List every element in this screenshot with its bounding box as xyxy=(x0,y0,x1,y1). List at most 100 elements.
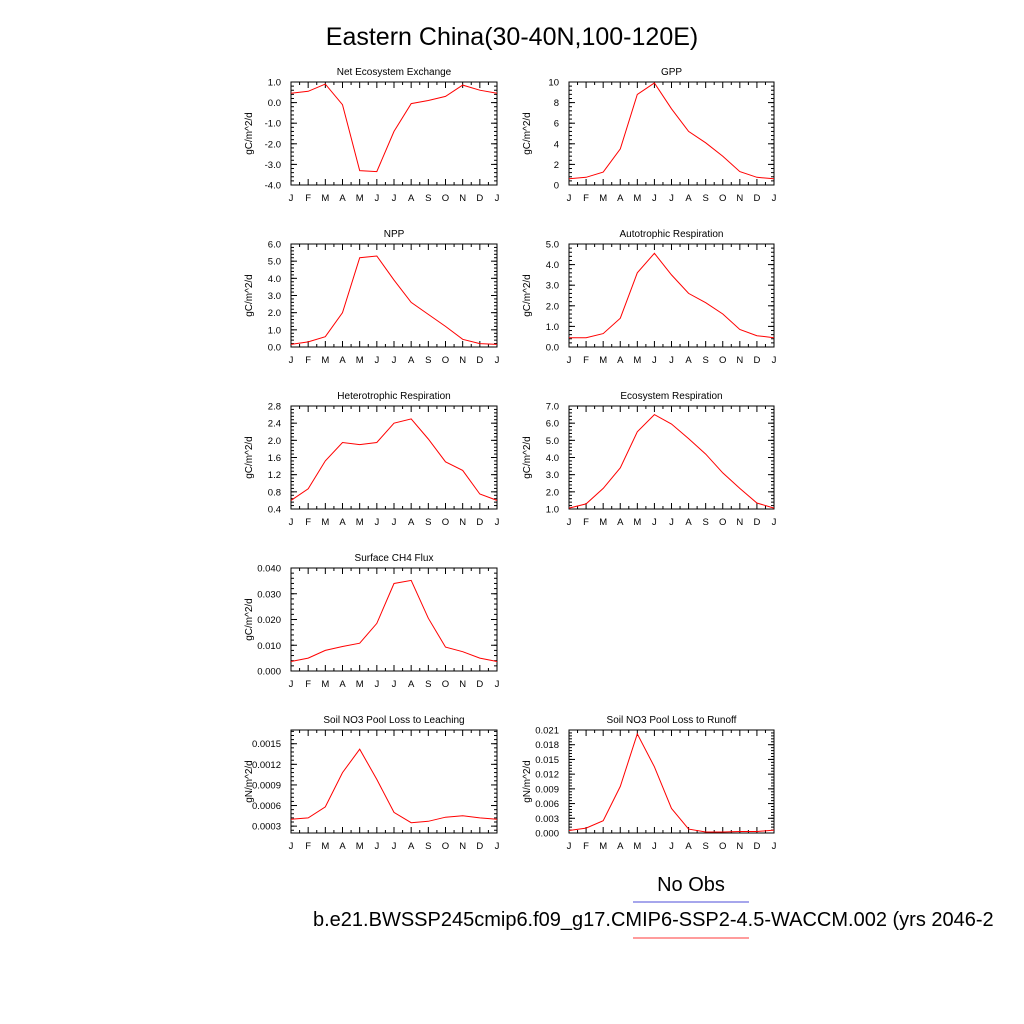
x-tick-label: O xyxy=(442,355,449,366)
x-tick-label: J xyxy=(652,355,657,366)
x-tick-label: A xyxy=(617,193,624,204)
x-tick-label: S xyxy=(425,355,431,366)
x-tick-label: M xyxy=(633,193,641,204)
chart-title: Heterotrophic Respiration xyxy=(337,391,450,402)
x-tick-label: O xyxy=(442,841,449,852)
series-line xyxy=(290,418,498,501)
y-tick-label: 0.0015 xyxy=(252,739,281,750)
x-tick-label: D xyxy=(476,355,483,366)
chart-title: NPP xyxy=(384,229,405,240)
x-tick-label: N xyxy=(459,679,466,690)
chart-title: Soil NO3 Pool Loss to Leaching xyxy=(323,715,464,726)
y-tick-label: 1.0 xyxy=(546,322,559,333)
x-tick-label: N xyxy=(736,193,743,204)
x-tick-label: J xyxy=(495,679,500,690)
y-tick-label: 0.0 xyxy=(268,98,281,109)
y-tick-label: 2.8 xyxy=(268,402,281,413)
plot-frame xyxy=(290,81,498,186)
y-axis-label: gC/m^2/d xyxy=(244,112,255,155)
x-tick-label: J xyxy=(289,841,294,852)
series-line xyxy=(290,748,498,824)
x-tick-label: M xyxy=(321,517,329,528)
y-tick-label: 0.010 xyxy=(257,641,281,652)
x-tick-label: S xyxy=(702,841,708,852)
y-tick-label: 2.0 xyxy=(546,301,559,312)
y-tick-label: 0.020 xyxy=(257,615,281,626)
plot-frame xyxy=(290,405,498,510)
x-tick-label: J xyxy=(289,355,294,366)
y-tick-label: 6.0 xyxy=(546,419,559,430)
x-tick-label: A xyxy=(408,679,415,690)
x-tick-label: N xyxy=(459,193,466,204)
x-tick-label: F xyxy=(305,355,311,366)
x-tick-label: F xyxy=(305,679,311,690)
y-tick-label: 4.0 xyxy=(546,453,559,464)
y-tick-label: 8 xyxy=(554,98,559,109)
y-tick-label: 0.003 xyxy=(535,814,559,825)
y-tick-label: 0.0012 xyxy=(252,760,281,771)
x-tick-label: S xyxy=(425,679,431,690)
y-tick-label: 4.0 xyxy=(268,274,281,285)
x-tick-label: F xyxy=(305,193,311,204)
x-tick-label: F xyxy=(583,355,589,366)
y-tick-label: 0.4 xyxy=(268,505,281,516)
x-tick-label: J xyxy=(495,841,500,852)
x-tick-label: N xyxy=(459,517,466,528)
x-tick-label: N xyxy=(459,355,466,366)
x-tick-label: A xyxy=(339,679,346,690)
x-tick-label: J xyxy=(652,193,657,204)
x-tick-label: A xyxy=(339,355,346,366)
x-tick-label: M xyxy=(633,517,641,528)
y-tick-label: -4.0 xyxy=(265,181,281,192)
x-tick-label: D xyxy=(476,679,483,690)
plot-frame xyxy=(290,729,498,834)
x-tick-label: S xyxy=(425,517,431,528)
chart-title: Net Ecosystem Exchange xyxy=(337,67,452,78)
x-tick-label: J xyxy=(289,517,294,528)
plot-frame xyxy=(568,729,775,834)
x-tick-label: O xyxy=(719,517,726,528)
x-tick-label: M xyxy=(599,355,607,366)
x-tick-label: J xyxy=(772,355,777,366)
y-tick-label: 2.0 xyxy=(268,436,281,447)
x-tick-label: D xyxy=(476,517,483,528)
x-tick-label: J xyxy=(374,517,379,528)
y-axis-label: gN/m^2/d xyxy=(522,760,533,803)
x-tick-label: S xyxy=(702,193,708,204)
x-tick-label: J xyxy=(495,193,500,204)
x-tick-label: J xyxy=(567,355,572,366)
x-tick-label: A xyxy=(408,355,415,366)
x-tick-label: J xyxy=(772,193,777,204)
x-tick-label: D xyxy=(476,841,483,852)
x-tick-label: J xyxy=(495,355,500,366)
x-tick-label: S xyxy=(702,355,708,366)
x-tick-label: N xyxy=(459,841,466,852)
x-tick-label: A xyxy=(617,517,624,528)
x-tick-label: J xyxy=(495,517,500,528)
y-tick-label: 0.000 xyxy=(257,667,281,678)
x-tick-label: J xyxy=(392,841,397,852)
chart-title: GPP xyxy=(661,67,682,78)
x-tick-label: M xyxy=(321,193,329,204)
series-line xyxy=(290,579,498,662)
x-tick-label: M xyxy=(599,841,607,852)
y-tick-label: 1.2 xyxy=(268,470,281,481)
x-tick-label: A xyxy=(617,355,624,366)
y-tick-label: 0.0003 xyxy=(252,822,281,833)
x-tick-label: A xyxy=(339,841,346,852)
x-tick-label: O xyxy=(719,193,726,204)
y-axis-label: gC/m^2/d xyxy=(522,274,533,317)
x-tick-label: J xyxy=(652,517,657,528)
y-tick-label: 4.0 xyxy=(546,260,559,271)
x-tick-label: M xyxy=(356,517,364,528)
x-tick-label: J xyxy=(567,517,572,528)
y-tick-label: 1.6 xyxy=(268,453,281,464)
y-tick-label: 3.0 xyxy=(268,291,281,302)
x-tick-label: J xyxy=(374,841,379,852)
plot-frame xyxy=(568,405,775,510)
y-axis-label: gN/m^2/d xyxy=(244,760,255,803)
x-tick-label: J xyxy=(374,355,379,366)
